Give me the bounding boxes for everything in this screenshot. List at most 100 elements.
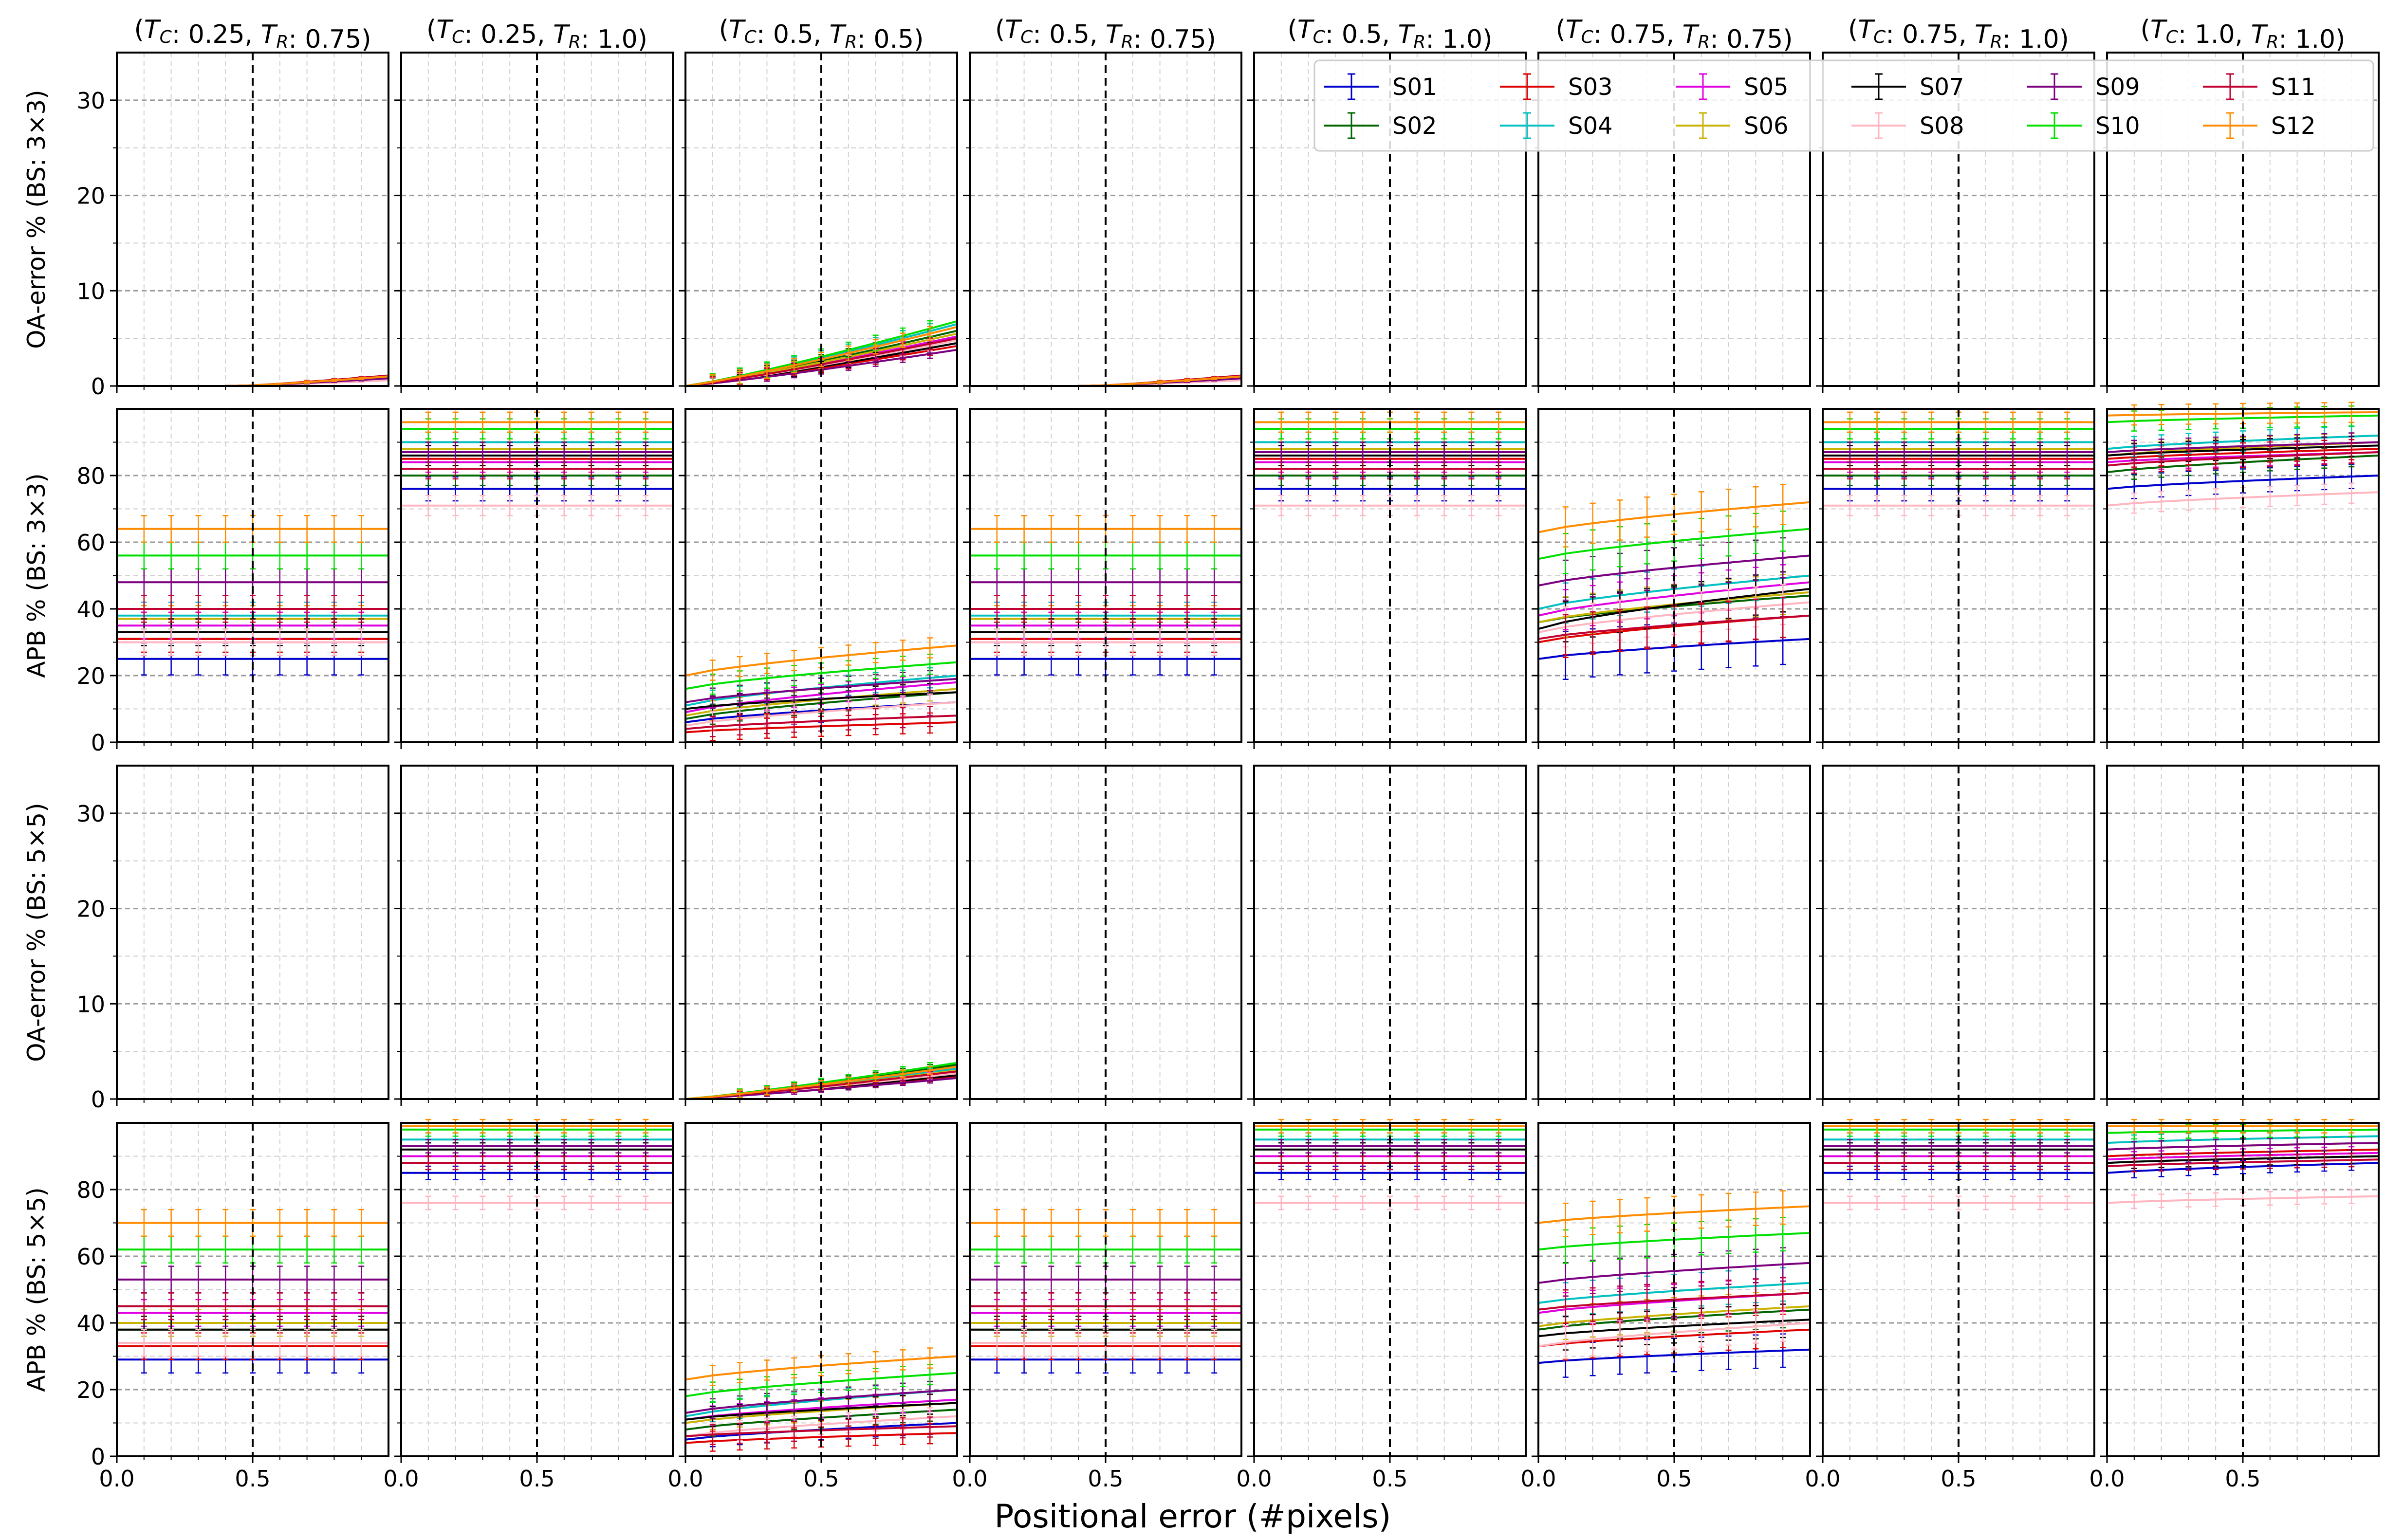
error-bar-S12: [643, 411, 649, 433]
y-tick-label: 0: [91, 730, 105, 756]
error-bar-S08: [1441, 495, 1447, 516]
error-bar-S11: [791, 712, 797, 733]
error-bar-S11: [2131, 452, 2137, 474]
column-title-part: C: [160, 27, 172, 47]
error-bar-S11: [507, 458, 513, 480]
error-bar-S08: [2158, 491, 2164, 513]
error-bar-S12: [452, 411, 459, 433]
error-bar-S12: [1780, 484, 1786, 525]
error-bar-S12: [1901, 411, 1907, 433]
column-title-part: R: [845, 32, 857, 52]
error-bar-S11: [1874, 458, 1880, 480]
error-bar-S12: [358, 514, 365, 543]
error-bar-S11: [588, 458, 594, 480]
error-bar-S08: [304, 628, 310, 657]
error-bar-S08: [358, 628, 365, 657]
error-bar-S08: [1278, 495, 1284, 516]
error-bar-S12: [737, 369, 743, 385]
error-bar-S11: [1644, 606, 1650, 648]
column-title-part: C: [2166, 27, 2179, 47]
error-bar-S12: [168, 514, 174, 543]
error-bar-S08: [615, 495, 622, 516]
panel-r2-c3: [679, 408, 958, 749]
panel-r2-c1: 0 20 40 60 80: [76, 408, 389, 756]
error-bar-S12: [927, 637, 933, 659]
column-title-5: (TC: 0.5, TR: 1.0): [1288, 15, 1493, 54]
error-bar-S12: [900, 640, 906, 661]
error-bar-S08: [2185, 489, 2192, 511]
error-bar-S11: [561, 458, 567, 480]
error-bar-S12: [1441, 411, 1447, 433]
column-title-part: (: [426, 15, 436, 44]
error-bar-S08: [222, 628, 229, 657]
error-bar-S12: [845, 345, 851, 361]
error-bar-S12: [1157, 514, 1163, 543]
error-bar-S12: [222, 514, 229, 543]
column-title-part: : 1.0): [1425, 25, 1492, 54]
error-bar-S12: [1496, 411, 1502, 433]
error-bar-S12: [1184, 378, 1190, 382]
column-title-part: T: [1106, 20, 1123, 49]
error-bar-S08: [1048, 628, 1054, 657]
error-bar-S12: [331, 378, 337, 382]
column-title-part: (: [1288, 15, 1297, 44]
error-bar-S12: [1305, 411, 1312, 433]
error-bar-S12: [872, 642, 879, 663]
column-title-part: C: [1581, 27, 1594, 47]
error-bar-S12: [927, 326, 933, 342]
column-title-part: R: [1990, 32, 2002, 52]
error-bar-S11: [452, 458, 459, 480]
error-bar-S08: [1982, 495, 1989, 516]
error-bar-S11: [1982, 458, 1989, 480]
error-bar-S11: [1590, 611, 1596, 653]
error-bar-S12: [615, 411, 622, 433]
error-bar-S11: [1617, 608, 1623, 650]
column-title-part: : 1.0,: [2178, 20, 2251, 49]
error-bar-S11: [1780, 596, 1786, 638]
column-title-part: T: [553, 20, 571, 49]
error-bar-S08: [561, 495, 567, 516]
error-bar-S11: [222, 595, 229, 623]
column-title-part: T: [1398, 20, 1416, 49]
y-tick-label: 60: [76, 530, 105, 556]
panel-r2-c6: [1532, 408, 1811, 749]
error-bar-S11: [2213, 448, 2219, 470]
error-bar-S12: [2064, 411, 2071, 433]
error-bar-S08: [2064, 495, 2071, 516]
panel-r1-c4: (TC: 0.5, TR: 0.75): [963, 15, 1242, 393]
column-title-part: (: [719, 15, 729, 44]
error-bar-S08: [1332, 495, 1339, 516]
error-bar-S12: [791, 357, 797, 373]
error-bar-S12: [994, 514, 1000, 543]
error-bar-S12: [791, 650, 797, 671]
error-bar-S08: [994, 628, 1000, 657]
error-bar-S12: [1414, 411, 1420, 433]
error-bar-S12: [1157, 380, 1163, 384]
error-bar-S08: [141, 628, 147, 657]
error-bar-S12: [709, 660, 716, 681]
column-title-part: C: [452, 27, 464, 47]
error-bar-S12: [141, 514, 147, 543]
column-title-part: T: [2251, 20, 2269, 49]
error-bar-S08: [1360, 495, 1366, 516]
panel-r1-c3: (TC: 0.5, TR: 0.5): [679, 15, 958, 393]
error-bar-S12: [331, 514, 337, 543]
error-bar-S11: [737, 714, 743, 736]
column-title-part: : 0.75): [1710, 25, 1793, 54]
error-bar-S08: [2348, 482, 2355, 504]
error-bar-S08: [2037, 495, 2043, 516]
error-bar-S11: [141, 595, 147, 623]
error-bar-S11: [1278, 458, 1284, 480]
error-bar-S12: [507, 411, 513, 433]
error-bar-S08: [425, 495, 431, 516]
error-bar-S11: [615, 458, 622, 480]
error-bar-S08: [1874, 495, 1880, 516]
error-bar-S08: [1928, 495, 1935, 516]
error-bar-S11: [331, 595, 337, 623]
error-bar-S12: [1753, 486, 1759, 528]
error-bar-S12: [1982, 411, 1989, 433]
error-bar-S08: [1211, 628, 1218, 657]
error-bar-S11: [2348, 442, 2355, 464]
column-title-part: T: [1566, 15, 1583, 44]
